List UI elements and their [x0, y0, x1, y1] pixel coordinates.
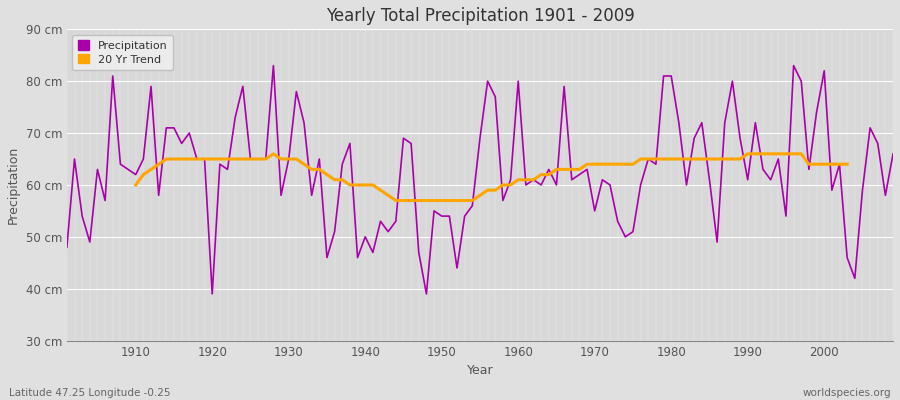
Precipitation	[620, 234, 631, 239]
20 Yr Trend	[253, 157, 264, 162]
Precipitation	[528, 177, 539, 182]
20 Yr Trend	[574, 167, 585, 172]
Line: 20 Yr Trend: 20 Yr Trend	[136, 154, 847, 200]
Precipitation	[352, 255, 363, 260]
Text: worldspecies.org: worldspecies.org	[803, 388, 891, 398]
Precipitation	[887, 152, 898, 156]
Precipitation	[306, 193, 317, 198]
Text: Latitude 47.25 Longitude -0.25: Latitude 47.25 Longitude -0.25	[9, 388, 170, 398]
20 Yr Trend	[842, 162, 852, 167]
20 Yr Trend	[130, 182, 141, 187]
Precipitation	[268, 63, 279, 68]
20 Yr Trend	[391, 198, 401, 203]
Y-axis label: Precipitation: Precipitation	[7, 146, 20, 224]
Line: Precipitation: Precipitation	[67, 66, 893, 294]
20 Yr Trend	[681, 157, 692, 162]
20 Yr Trend	[268, 152, 279, 156]
Title: Yearly Total Precipitation 1901 - 2009: Yearly Total Precipitation 1901 - 2009	[326, 7, 634, 25]
Precipitation	[520, 182, 531, 187]
20 Yr Trend	[444, 198, 454, 203]
Precipitation	[61, 245, 72, 250]
Precipitation	[207, 292, 218, 296]
X-axis label: Year: Year	[466, 364, 493, 377]
Precipitation	[122, 167, 133, 172]
Legend: Precipitation, 20 Yr Trend: Precipitation, 20 Yr Trend	[72, 35, 174, 70]
20 Yr Trend	[421, 198, 432, 203]
20 Yr Trend	[321, 172, 332, 177]
